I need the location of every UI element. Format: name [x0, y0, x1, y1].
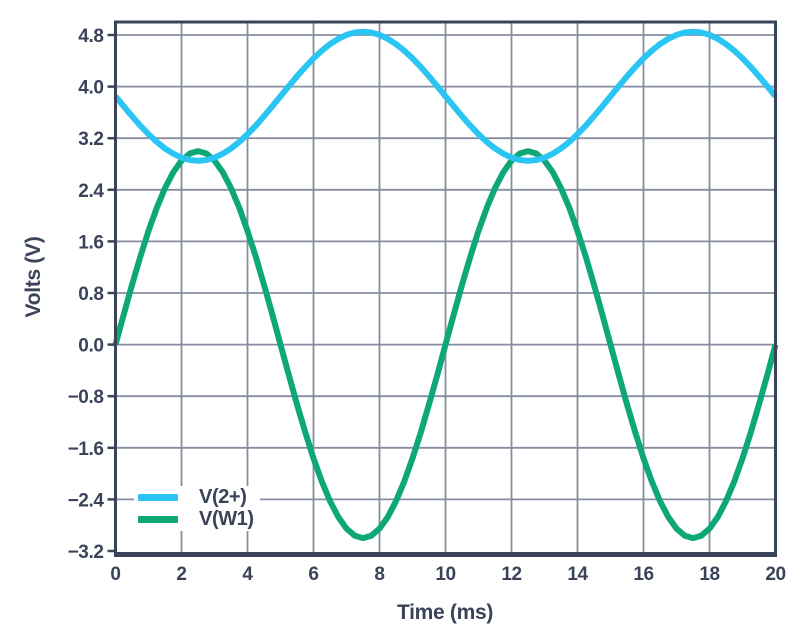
y-tick-label: −3.2	[68, 542, 104, 563]
legend-swatch-v2plus	[138, 494, 178, 501]
y-tick-label: 1.6	[78, 232, 103, 253]
x-tick-label: 10	[435, 564, 455, 585]
y-tick-label: 4.0	[78, 78, 103, 99]
x-tick-label: 8	[374, 564, 384, 585]
x-tick-label: 12	[501, 564, 521, 585]
x-tick-label: 4	[242, 564, 253, 585]
y-tick-label: 0.0	[78, 336, 103, 357]
y-tick-label: 3.2	[78, 129, 103, 150]
series-line-v2+	[113, 28, 778, 164]
y-tick-label: 2.4	[78, 181, 104, 202]
y-tick-label: 4.8	[78, 26, 103, 47]
y-tick-label: −1.6	[68, 439, 104, 460]
y-tick-label: 0.8	[78, 284, 103, 305]
x-tick-label: 2	[176, 564, 186, 585]
y-tick-label: −2.4	[68, 490, 105, 511]
legend-label-vw1: V(W1)	[199, 508, 254, 530]
legend-item-v2plus: V(2+)	[138, 487, 260, 508]
x-tick-label: 20	[765, 564, 785, 585]
x-tick-label: 14	[567, 564, 588, 585]
x-tick-label: 18	[699, 564, 719, 585]
y-tick-label: −0.8	[68, 387, 104, 408]
x-tick-label: 6	[308, 564, 318, 585]
legend-item-vw1: V(W1)	[138, 509, 260, 530]
x-tick-label: 0	[110, 564, 120, 585]
series-curves	[112, 28, 779, 542]
x-axis-title: Time (ms)	[397, 601, 493, 624]
grid-lines	[117, 23, 774, 553]
x-tick-label: 16	[633, 564, 653, 585]
legend-label-v2plus: V(2+)	[199, 486, 247, 508]
plot-frame	[114, 20, 777, 557]
y-axis-title: Volts (V)	[22, 237, 45, 318]
axis-ticks-and-labels: 4.8 4.0 3.2 2.4 1.6 0.8 0.0 −0.8 −1.6 −2.4 −3.2 0 2 4…	[68, 26, 786, 585]
legend-swatch-vw1	[138, 516, 178, 523]
series-line-vw1	[112, 148, 779, 542]
legend: V(2+) V(W1)	[134, 486, 260, 531]
